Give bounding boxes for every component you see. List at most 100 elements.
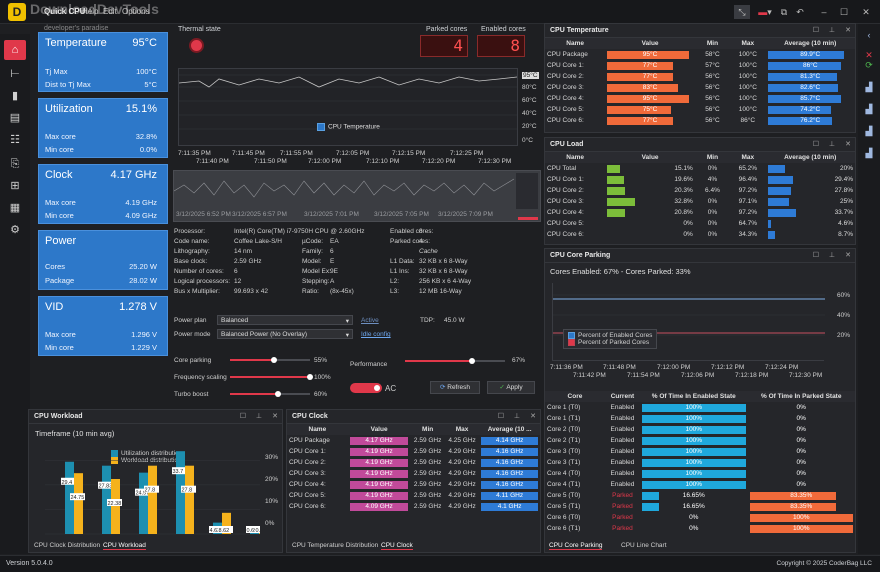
signal-icon-1[interactable]: ▟ — [865, 82, 873, 92]
column-header[interactable]: Name — [545, 38, 606, 49]
table-row[interactable]: CPU Core 2: 20.3% 6.4% 97.2% 27.8% — [545, 185, 855, 196]
power-plan-active[interactable]: Active — [361, 317, 379, 324]
tab-workload[interactable]: CPU Workload — [103, 542, 146, 550]
table-row[interactable]: CPU Package 4.17 GHz 2.59 GHz 4.25 GHz 4.14 … — [287, 435, 540, 446]
idle-config-link[interactable]: Idle config — [361, 331, 391, 338]
minimize-icon[interactable]: – — [821, 7, 827, 17]
column-header[interactable]: Min — [694, 152, 731, 163]
column-header[interactable]: Max — [444, 424, 480, 435]
table-row[interactable]: Core 3 (T1) Enabled 100% 0% — [545, 457, 855, 468]
column-header[interactable]: Core — [545, 391, 605, 402]
table-row[interactable]: Core 2 (T1) Enabled 100% 0% — [545, 435, 855, 446]
column-header[interactable]: Max — [730, 38, 766, 49]
slider-2[interactable] — [230, 391, 310, 397]
table-row[interactable]: CPU Core 5: 4.19 GHz 2.59 GHz 4.29 GHz 4.11 … — [287, 490, 540, 501]
slider-0[interactable] — [230, 357, 310, 363]
table-row[interactable]: CPU Core 4: 20.8% 0% 97.2% 33.7% — [545, 207, 855, 218]
table-row[interactable]: Core 6 (T0) Parked 0% 100% — [545, 512, 855, 523]
close-panel-icon[interactable]: ✕ — [865, 50, 873, 60]
report-icon[interactable]: ⎘ — [10, 158, 20, 170]
temperature-legend[interactable]: CPU Temperature — [317, 123, 380, 131]
table-row[interactable]: Core 5 (T1) Parked 16.65% 83.35% — [545, 501, 855, 512]
menu-options[interactable]: Options — [122, 7, 150, 16]
chevron-left-icon[interactable]: ‹ — [867, 30, 871, 40]
column-header[interactable]: Average (10 min) — [765, 152, 855, 163]
card-power[interactable]: Power Cores 25.20 W Package 28.02 W — [38, 230, 168, 290]
table-row[interactable]: CPU Core 5: 0% 0% 64.7% 4.6% — [545, 218, 855, 229]
menu-help[interactable]: Help — [82, 7, 99, 16]
tab-core-parking[interactable]: CPU Core Parking — [549, 542, 603, 550]
book-icon[interactable]: ⊞ — [10, 180, 20, 192]
history-strip[interactable]: 3/12/2025 6:52 PM 3/12/2025 6:57 PM 3/12… — [173, 170, 541, 222]
column-header[interactable]: % Of Time In Enabled State — [640, 391, 748, 402]
apply-button[interactable]: ✓ Apply — [487, 381, 535, 394]
tree-icon[interactable]: ⊢ — [10, 68, 20, 80]
signal-icon-3[interactable]: ▟ — [865, 126, 873, 136]
signal-icon-2[interactable]: ▟ — [865, 104, 873, 114]
ac-toggle[interactable] — [350, 383, 382, 393]
home-icon[interactable]: ⌂ — [4, 40, 26, 60]
table-row[interactable]: Core 1 (T1) Enabled 100% 0% — [545, 413, 855, 424]
table-row[interactable]: CPU Core 4: 95°C 56°C 100°C 85.7°C — [545, 93, 855, 104]
bar-chart-icon[interactable]: ▮ — [11, 90, 19, 102]
table-row[interactable]: Core 4 (T1) Enabled 100% 0% — [545, 479, 855, 490]
column-header[interactable]: Current — [604, 391, 641, 402]
undo-icon[interactable]: ↶ — [796, 7, 804, 17]
refresh-button[interactable]: ⟳ Refresh — [430, 381, 480, 394]
table-row[interactable]: CPU Core 1: 4.19 GHz 2.59 GHz 4.29 GHz 4.16 … — [287, 446, 540, 457]
tab-line-chart[interactable]: CPU Line Chart — [621, 542, 667, 549]
sliders-icon[interactable]: ☷ — [10, 134, 20, 146]
table-row[interactable]: CPU Core 6: 0% 0% 34.3% 8.7% — [545, 229, 855, 240]
table-row[interactable]: Core 6 (T1) Parked 0% 100% — [545, 523, 855, 534]
slider-knob[interactable] — [271, 357, 277, 363]
table-row[interactable]: CPU Core 3: 32.8% 0% 97.1% 25% — [545, 196, 855, 207]
legend-workload[interactable]: Workload distribution — [111, 457, 182, 464]
screenshot-icon[interactable]: ⧉ — [780, 7, 788, 17]
power-mode-select[interactable]: Balanced Power (No Overlay) ▾ — [217, 329, 353, 339]
table-row[interactable]: CPU Core 2: 77°C 56°C 100°C 81.3°C — [545, 71, 855, 82]
performance-slider[interactable] — [405, 358, 505, 364]
table-icon[interactable]: ▦ — [9, 202, 21, 214]
menu-edit[interactable]: Edit — [103, 7, 117, 16]
table-row[interactable]: CPU Core 1: 77°C 57°C 100°C 86°C — [545, 60, 855, 71]
table-row[interactable]: CPU Core 6: 4.09 GHz 2.59 GHz 4.29 GHz 4.1 G… — [287, 501, 540, 512]
column-header[interactable]: Min — [694, 38, 731, 49]
settings-gear-icon[interactable]: ⚙ — [10, 224, 20, 236]
refresh-icon[interactable]: ⟳ — [865, 60, 873, 70]
legend-parked[interactable]: Percent of Parked Cores — [568, 339, 652, 346]
tab-clock[interactable]: CPU Clock — [381, 542, 413, 550]
column-header[interactable]: Name — [545, 152, 606, 163]
card-temperature[interactable]: Temperature 95°C Tj Max 100°C Dist to Tj… — [38, 32, 168, 92]
card-utilization[interactable]: Utilization 15.1% Max core 32.8% Min cor… — [38, 98, 168, 158]
maximize-icon[interactable]: ☐ — [839, 7, 849, 17]
table-row[interactable]: CPU Core 6: 77°C 56°C 86°C 76.2°C — [545, 115, 855, 126]
table-row[interactable]: CPU Total 15.1% 0% 65.2% 20% — [545, 163, 855, 174]
column-header[interactable]: Name — [287, 424, 348, 435]
table-row[interactable]: Core 5 (T0) Parked 16.65% 83.35% — [545, 490, 855, 501]
legend-utilization[interactable]: Utilization distribution — [111, 450, 182, 457]
card-clock[interactable]: Clock 4.17 GHz Max core 4.19 GHz Min cor… — [38, 164, 168, 224]
table-row[interactable]: CPU Core 2: 4.19 GHz 2.59 GHz 4.29 GHz 4.16 … — [287, 457, 540, 468]
table-row[interactable]: CPU Core 4: 4.19 GHz 2.59 GHz 4.29 GHz 4.16 … — [287, 479, 540, 490]
table-row[interactable]: Core 1 (T0) Enabled 100% 0% — [545, 402, 855, 413]
tab-clock-distribution[interactable]: CPU Clock Distribution — [34, 542, 101, 549]
performance-slider-knob[interactable] — [469, 358, 475, 364]
column-header[interactable]: Max — [730, 152, 766, 163]
table-row[interactable]: Core 2 (T0) Enabled 100% 0% — [545, 424, 855, 435]
column-header[interactable]: Value — [347, 424, 411, 435]
slider-1[interactable] — [230, 374, 313, 380]
slider-knob[interactable] — [307, 374, 313, 380]
table-row[interactable]: CPU Package 95°C 58°C 100°C 89.9°C — [545, 49, 855, 60]
slider-knob[interactable] — [275, 391, 281, 397]
table-row[interactable]: Core 3 (T0) Enabled 100% 0% — [545, 446, 855, 457]
table-row[interactable]: CPU Core 5: 75°C 56°C 100°C 74.2°C — [545, 104, 855, 115]
signal-icon-4[interactable]: ▟ — [865, 148, 873, 158]
column-header[interactable]: Average (10 min) — [765, 38, 855, 49]
column-header[interactable]: Value — [605, 38, 695, 49]
column-header[interactable]: % Of Time In Parked State — [747, 391, 855, 402]
column-header[interactable]: Value — [605, 152, 695, 163]
color-theme-icon[interactable]: ▬▾ — [758, 7, 772, 17]
close-icon[interactable]: ✕ — [862, 7, 870, 17]
table-row[interactable]: CPU Core 1: 19.6% 4% 96.4% 29.4% — [545, 174, 855, 185]
card-vid[interactable]: VID 1.278 V Max core 1.296 V Min core 1.… — [38, 296, 168, 356]
